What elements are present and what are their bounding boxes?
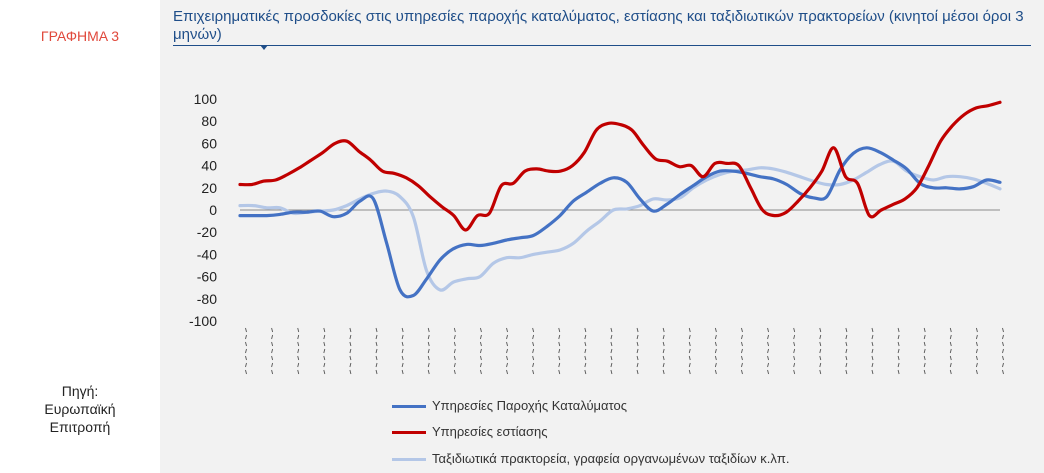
x-tick-label	[297, 327, 300, 375]
x-tick-label	[610, 327, 613, 375]
legend-label: Υπηρεσίες Παροχής Καταλύματος	[432, 398, 627, 413]
x-tick-label	[636, 327, 639, 375]
y-tick-label: -100	[189, 313, 217, 329]
legend-label: Ταξιδιωτικά πρακτορεία, γραφεία οργανωμέ…	[432, 451, 790, 466]
y-axis: 100 80 60 40 20 0 -20 -40 -60 -80 -100	[189, 91, 217, 329]
x-tick-label	[323, 327, 326, 375]
figure-label: ΓΡΑΦΗΜΑ 3	[40, 28, 120, 44]
x-tick-label	[871, 327, 874, 375]
x-tick-label	[401, 327, 404, 375]
legend-swatch	[392, 431, 426, 434]
series-lines	[238, 100, 1002, 299]
x-tick-label	[897, 327, 900, 375]
x-tick-label	[688, 327, 691, 375]
y-tick-label: 20	[201, 180, 217, 196]
chart-title: Επιχειρηματικές προσδοκίες στις υπηρεσίε…	[173, 8, 1024, 43]
x-tick-label	[662, 327, 665, 375]
y-tick-label: -40	[197, 246, 217, 262]
x-tick-label	[375, 327, 378, 375]
x-tick-label	[741, 327, 743, 375]
x-tick-label	[584, 327, 587, 375]
x-tick-label	[245, 327, 247, 375]
y-tick-label: -20	[197, 224, 217, 240]
x-tick-label	[767, 327, 770, 375]
legend-label: Υπηρεσίες εστίασης	[432, 424, 548, 439]
x-axis	[245, 327, 1004, 375]
x-tick-label	[975, 327, 978, 375]
series-line	[238, 100, 1002, 232]
x-tick-label	[506, 327, 508, 375]
x-tick-label	[271, 327, 274, 375]
x-tick-label	[949, 327, 952, 375]
source-line: Ευρωπαϊκή	[44, 401, 116, 417]
x-tick-label	[427, 327, 430, 375]
x-tick-label	[349, 327, 352, 375]
x-tick-label	[1002, 327, 1004, 375]
title-notch	[260, 45, 268, 50]
y-tick-label: -60	[197, 269, 217, 285]
y-tick-label: 80	[201, 113, 217, 129]
x-tick-label	[532, 327, 535, 375]
y-tick-label: 40	[201, 158, 217, 174]
x-tick-label	[714, 327, 717, 375]
line-chart: 100 80 60 40 20 0 -20 -40 -60 -80 -100	[189, 91, 1004, 375]
source-line: Πηγή:	[61, 383, 99, 399]
x-tick-label	[923, 327, 926, 375]
source-note: Πηγή: Ευρωπαϊκή Επιτροπή	[0, 382, 160, 436]
source-line: Επιτροπή	[49, 419, 111, 435]
chart-panel	[160, 0, 1044, 473]
x-tick-label	[453, 327, 456, 375]
x-tick-label	[793, 327, 796, 375]
legend-swatch	[392, 405, 426, 408]
y-tick-label: -80	[197, 291, 217, 307]
series-line	[238, 146, 1002, 299]
x-tick-label	[479, 327, 482, 375]
legend-swatch	[392, 458, 426, 461]
y-tick-label: 100	[194, 91, 218, 107]
y-tick-label: 60	[201, 135, 217, 151]
x-tick-label	[845, 327, 848, 375]
x-tick-label	[558, 327, 561, 375]
y-tick-label: 0	[209, 202, 217, 218]
x-tick-label	[819, 327, 822, 375]
title-rule	[173, 45, 1031, 46]
